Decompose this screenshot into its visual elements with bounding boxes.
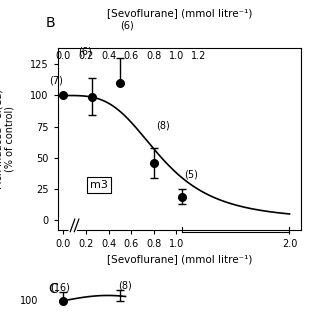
Text: B: B (45, 16, 55, 30)
Text: (6): (6) (78, 47, 92, 57)
Text: 100: 100 (20, 296, 38, 306)
Text: (7): (7) (50, 76, 63, 85)
Text: (6): (6) (120, 20, 133, 30)
Text: m3: m3 (90, 180, 108, 190)
Text: (16): (16) (50, 282, 70, 292)
Text: [Sevoflurane] (mmol litre⁻¹): [Sevoflurane] (mmol litre⁻¹) (107, 8, 252, 18)
Text: (8): (8) (119, 280, 132, 290)
Text: (5): (5) (184, 169, 198, 179)
X-axis label: [Sevoflurane] (mmol litre⁻¹): [Sevoflurane] (mmol litre⁻¹) (107, 253, 252, 264)
Text: (8): (8) (156, 120, 170, 131)
Text: C: C (48, 282, 58, 296)
Text: Mch induced ᴼCl(Ca)
(% of control): Mch induced ᴼCl(Ca) (% of control) (0, 89, 15, 189)
